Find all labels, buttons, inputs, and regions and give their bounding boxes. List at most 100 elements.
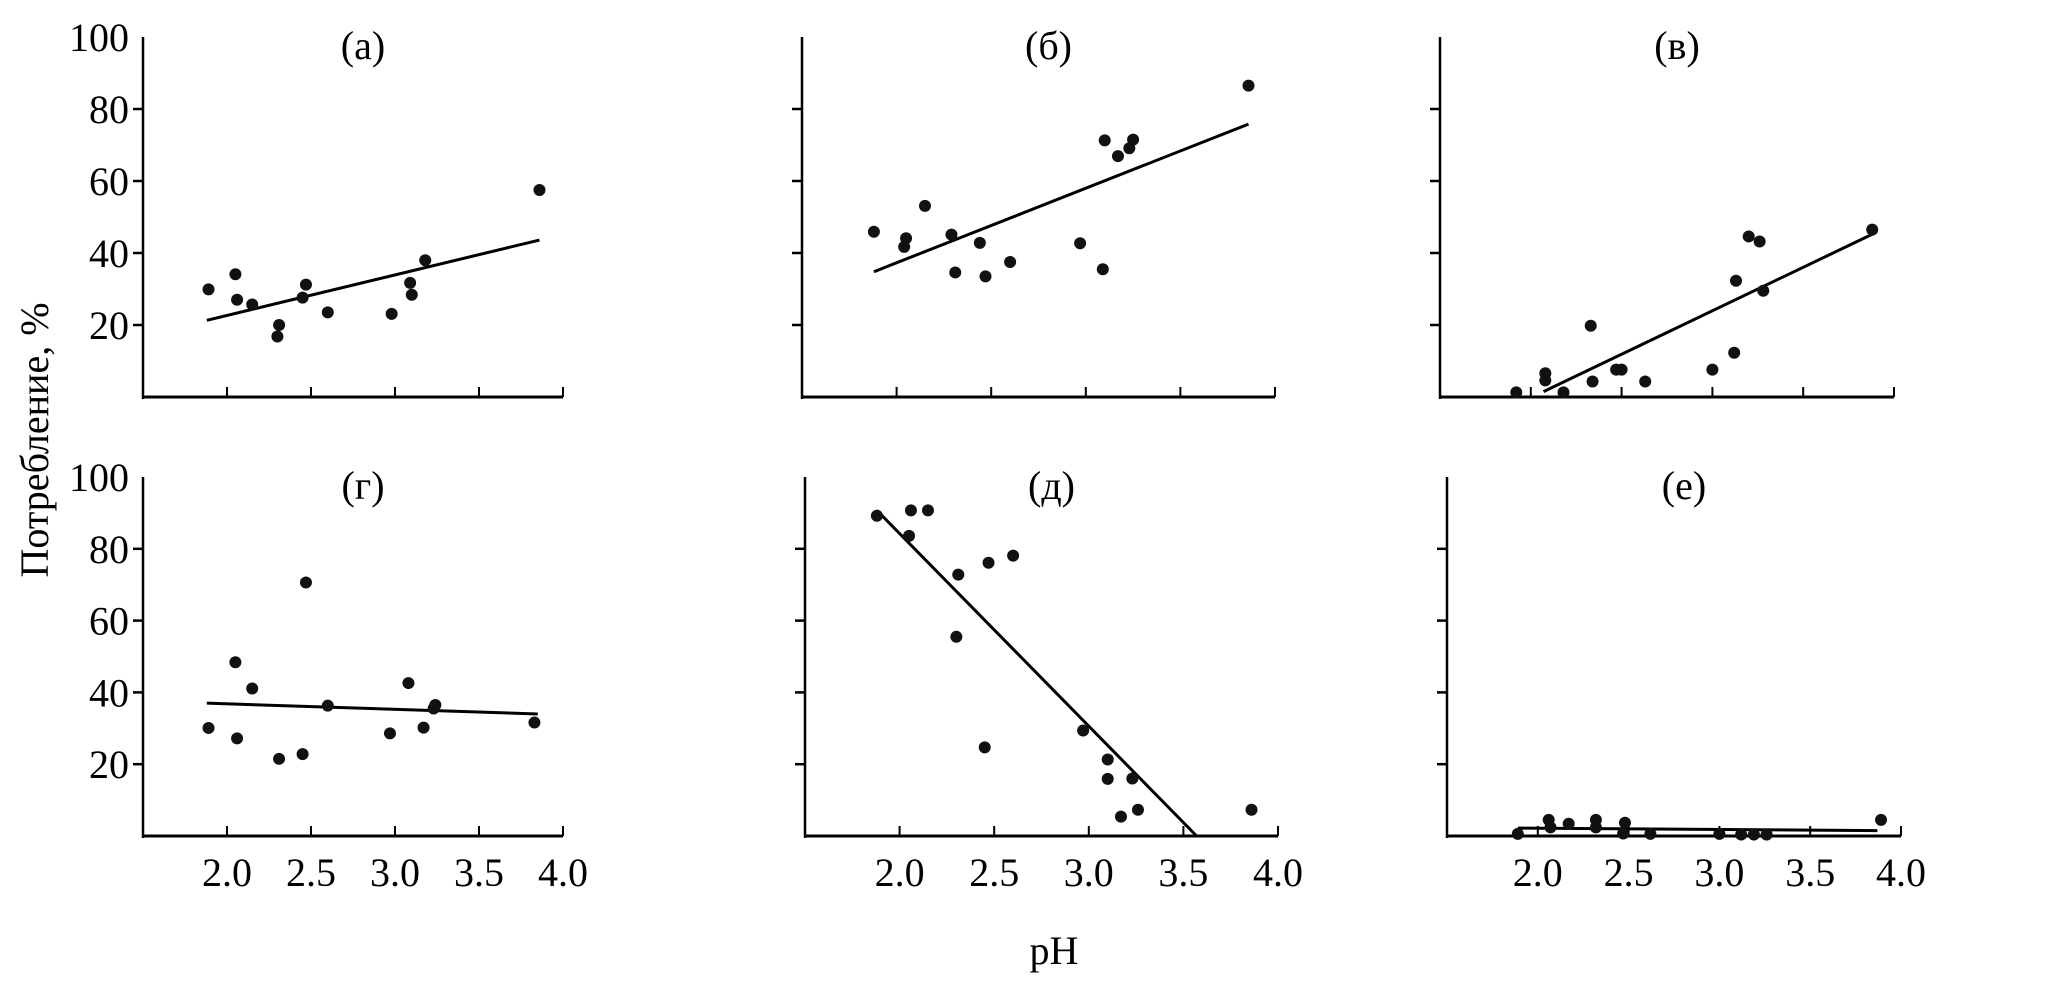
x-tick-label: 2.5 bbox=[286, 850, 336, 895]
data-point bbox=[949, 266, 962, 279]
data-point bbox=[383, 727, 396, 740]
data-point bbox=[1757, 284, 1770, 297]
data-point bbox=[1004, 256, 1017, 268]
data-point bbox=[1728, 346, 1741, 359]
data-point bbox=[202, 721, 215, 734]
x-tick-label: 2.0 bbox=[202, 850, 252, 895]
data-point bbox=[404, 276, 417, 289]
data-point bbox=[271, 330, 284, 343]
panel-title: (б) bbox=[1025, 23, 1072, 68]
data-point bbox=[1753, 235, 1766, 248]
data-point bbox=[952, 568, 965, 581]
data-point bbox=[979, 270, 992, 283]
data-point bbox=[299, 576, 312, 589]
panel-4: 2.0 2.5 3.0 3.5 4.0 (д) bbox=[795, 463, 1303, 895]
y-tick-label: 20 bbox=[89, 303, 129, 348]
panel-2: (в) bbox=[1430, 23, 1895, 399]
data-point bbox=[1074, 237, 1087, 250]
panel-0: 20 40 60 80 100 (а) bbox=[69, 15, 564, 399]
y-tick-label: 20 bbox=[89, 742, 129, 787]
y-axis-title: Потребление, % bbox=[12, 302, 57, 577]
data-point bbox=[1760, 828, 1773, 841]
data-point bbox=[1242, 79, 1255, 92]
data-point bbox=[900, 232, 913, 245]
data-point bbox=[231, 293, 244, 306]
y-tick-label: 60 bbox=[89, 159, 129, 204]
data-point bbox=[1866, 223, 1879, 236]
data-point bbox=[903, 529, 916, 542]
panel-title: (е) bbox=[1662, 463, 1706, 508]
data-point bbox=[402, 677, 415, 690]
data-point bbox=[1539, 374, 1552, 387]
y-tick-label: 40 bbox=[89, 670, 129, 715]
y-tick-label: 40 bbox=[89, 231, 129, 276]
x-tick-label: 3.5 bbox=[1158, 850, 1208, 895]
data-point bbox=[533, 184, 546, 196]
data-point bbox=[273, 752, 286, 765]
data-point bbox=[405, 288, 418, 301]
data-point bbox=[1735, 828, 1748, 841]
data-point bbox=[1510, 386, 1523, 399]
data-point bbox=[1126, 772, 1139, 785]
data-point bbox=[246, 298, 259, 311]
data-point bbox=[1615, 363, 1628, 376]
data-point bbox=[867, 225, 880, 238]
data-point bbox=[973, 236, 986, 249]
data-point bbox=[1639, 375, 1652, 388]
panel-title: (в) bbox=[1654, 23, 1700, 68]
data-point bbox=[1747, 828, 1760, 841]
data-point bbox=[1586, 375, 1599, 388]
y-tick-label: 80 bbox=[89, 87, 129, 132]
data-point bbox=[1730, 274, 1743, 287]
data-point bbox=[1077, 724, 1090, 737]
data-point bbox=[1584, 319, 1597, 332]
panel-1: (б) bbox=[792, 23, 1276, 399]
data-point bbox=[1111, 150, 1124, 163]
data-point bbox=[1875, 813, 1888, 826]
data-point bbox=[528, 716, 541, 729]
x-tick-label: 3.0 bbox=[1064, 850, 1114, 895]
data-point bbox=[273, 319, 286, 331]
data-point bbox=[1617, 827, 1630, 840]
data-point bbox=[1618, 816, 1631, 829]
x-tick-label: 2.5 bbox=[1604, 850, 1654, 895]
data-point bbox=[1098, 134, 1111, 147]
x-tick-label: 2.5 bbox=[969, 850, 1019, 895]
trend-line bbox=[206, 238, 540, 322]
y-tick-label: 100 bbox=[69, 455, 129, 500]
data-point bbox=[1007, 549, 1020, 562]
panel-title: (д) bbox=[1028, 463, 1075, 508]
x-tick-label: 4.0 bbox=[1876, 850, 1926, 895]
data-point bbox=[1127, 133, 1140, 146]
data-point bbox=[945, 228, 958, 241]
data-point bbox=[1589, 821, 1602, 834]
x-tick-label: 2.0 bbox=[875, 850, 925, 895]
data-point bbox=[950, 630, 963, 643]
y-tick-label: 100 bbox=[69, 15, 129, 60]
data-point bbox=[296, 748, 309, 761]
data-point bbox=[982, 556, 995, 569]
data-point bbox=[904, 504, 917, 517]
x-tick-label: 3.5 bbox=[1785, 850, 1835, 895]
data-point bbox=[921, 504, 934, 517]
x-axis-title: pH bbox=[1030, 928, 1079, 973]
y-tick-label: 60 bbox=[89, 599, 129, 644]
data-point bbox=[870, 509, 883, 522]
data-point bbox=[1544, 821, 1557, 834]
data-point bbox=[1114, 810, 1127, 823]
panel-3: 20 40 60 80 100 2.0 2.5 3.0 3.5 4.0 (г) bbox=[69, 455, 588, 895]
data-point bbox=[918, 199, 931, 212]
data-point bbox=[296, 291, 309, 304]
data-point bbox=[321, 699, 334, 712]
panel-title: (а) bbox=[341, 23, 385, 68]
data-point bbox=[229, 656, 242, 669]
panel-title: (г) bbox=[341, 463, 384, 508]
data-point bbox=[1562, 817, 1575, 830]
x-tick-label: 3.0 bbox=[1694, 850, 1744, 895]
data-point bbox=[202, 283, 215, 296]
data-point bbox=[321, 306, 334, 319]
trend-line bbox=[206, 701, 538, 716]
data-point bbox=[1644, 827, 1657, 840]
data-point bbox=[231, 732, 244, 745]
